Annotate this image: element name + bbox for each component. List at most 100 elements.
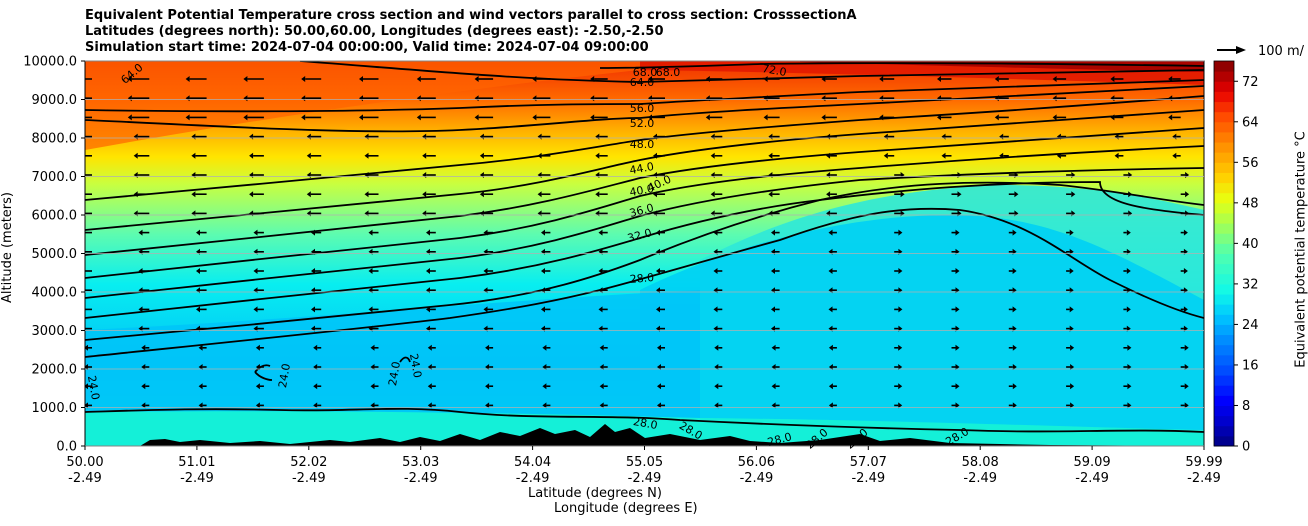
wind-vector-head [198,402,203,409]
colorbar-segment [1214,182,1234,194]
wind-vector-head [826,191,831,198]
colorbar-segment [1214,111,1234,123]
contour-label: 52.0 [630,117,655,130]
x-tick-label-lat: 53.03 [402,455,439,470]
wind-vector-head [955,383,960,390]
x-tick-label-lon: -2.49 [180,471,214,486]
x-tick-label-lon: -2.49 [516,471,550,486]
wind-vector-head [1012,344,1017,351]
wind-vector-head [599,383,604,390]
colorbar-segment [1214,304,1234,315]
wind-vector-head [714,344,719,351]
wind-vector-head [368,268,373,274]
colorbar-tick-label: 72 [1242,75,1259,90]
wind-vector-head [657,383,661,390]
contour-label: 24.0 [276,363,293,389]
colorbar-tick-label: 64 [1242,115,1259,130]
colorbar-segment [1214,101,1234,113]
wind-vector-head [957,191,962,198]
colorbar-segment [1214,294,1234,305]
wind-vector-head [141,383,146,390]
contour-line [85,407,1204,433]
reference-vector: 100 m/ [1217,44,1305,59]
wind-vector-head [657,402,661,409]
contour-line [85,85,1204,133]
wind-vector-head [138,268,143,274]
wind-vector-head [1070,344,1075,351]
wind-vector-head [763,76,768,82]
wind-vector-head [249,191,254,198]
contour-line [299,61,1204,83]
colorbar-segment [1214,385,1234,396]
wind-vector-head [900,191,905,198]
contour-label: 48.0 [630,138,655,151]
colorbar-segment [1214,162,1234,173]
wind-vector-head [416,76,421,82]
y-tick-label: 6000.0 [32,209,78,224]
title-line-2: Latitudes (degrees north): 50.00,60.00, … [85,24,664,39]
contour-line [85,127,1204,256]
wind-vector-head [955,229,960,236]
title-line-3: Simulation start time: 2024-07-04 00:00:… [85,40,649,55]
x-axis-label-lat: Latitude (degrees N) [528,486,662,501]
contour-line [85,95,1204,201]
wind-vector-head [370,383,375,390]
wind-vector-head [541,306,545,313]
wind-vector-head [771,344,776,351]
colorbar-segment [1214,202,1234,214]
y-axis: 0.0 1000.0 2000.0 3000.0 4000.0 5000.0 6000.0 7… [23,55,1204,455]
contour-label: 32.0 [626,226,653,245]
colorbar-segment [1214,314,1234,325]
wind-vector-head [768,191,773,198]
colorbar-segment [1214,375,1234,386]
wind-vector-head [243,76,248,82]
wind-vector-head [714,383,719,390]
wind-vector-head [198,344,203,351]
contour-line [85,109,1204,231]
colorbar: 0 8 16 24 32 40 48 56 64 72 [1213,60,1259,455]
contour-line [85,79,1204,113]
wind-vector-head [426,268,430,274]
wind-vector-head [255,402,260,409]
wind-vector-head [955,364,960,370]
wind-vector-head [70,114,74,120]
y-tick-label: 5000.0 [32,247,78,262]
y-tick-label: 4000.0 [32,286,78,301]
wind-vector-head [359,114,363,121]
colorbar-segment [1214,425,1234,437]
colorbar-segment [1214,71,1234,82]
y-tick-label: 3000.0 [32,324,78,339]
wind-vector-head [1056,152,1061,159]
wind-vector-head [590,76,595,82]
wind-vector-head [313,383,318,390]
wind-vector-head [364,191,369,198]
wind-vector-head [301,114,306,121]
wind-vector-head [1184,402,1189,409]
wind-vector-head [76,191,80,197]
wind-vector-head [1012,364,1017,370]
wind-vector-head [243,114,248,121]
colorbar-tick-label: 24 [1242,318,1259,333]
wind-vector-head [599,364,604,370]
wind-vector-head [198,383,203,390]
wind-vector-head [427,364,432,370]
wind-vector-head [313,364,318,370]
contour-label: 24.0 [386,361,403,387]
colorbar-segment [1214,405,1234,417]
wind-vector-head [1070,383,1075,390]
wind-vector-head [427,344,432,351]
wind-vector-head [828,229,833,236]
contour-label: 24.0 [407,353,424,379]
contour-label: 36.0 [628,201,655,220]
y-tick-label: 2000.0 [32,363,78,378]
colorbar-segment [1214,192,1234,204]
wind-vector-head [937,114,941,121]
wind-vector-head [1127,402,1132,409]
wind-vector-head [599,402,604,409]
wind-vector-head [483,268,488,274]
wind-vector-head [474,76,479,82]
wind-vector-head [879,114,884,121]
contour-label: 68.0 [633,66,658,79]
wind-vector-head [657,344,661,351]
